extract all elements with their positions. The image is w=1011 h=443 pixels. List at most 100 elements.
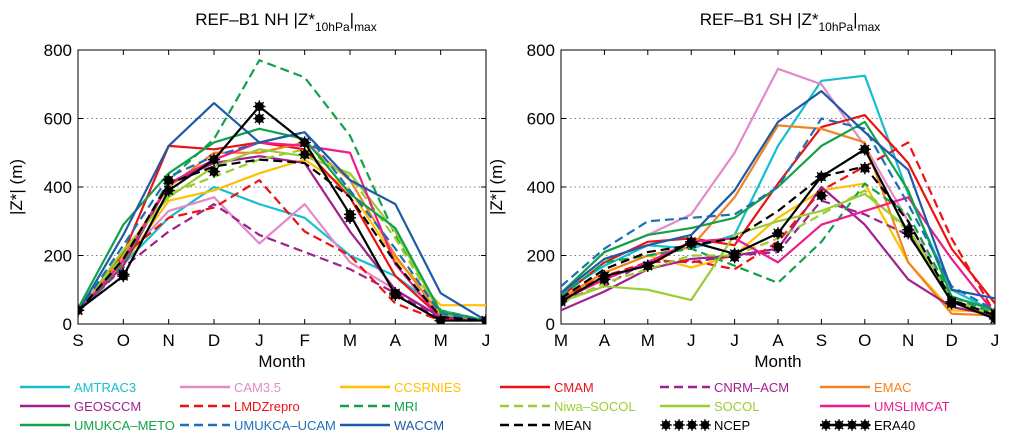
point-era40 xyxy=(207,153,221,166)
x-tick-label: O xyxy=(117,331,130,350)
series-group xyxy=(561,67,995,324)
series-umukca-meto xyxy=(78,127,486,322)
legend-marker xyxy=(820,419,832,431)
legend-label: AMTRAC3 xyxy=(74,380,136,395)
legend-entry-ncep: NCEP xyxy=(660,418,750,433)
point-era40 xyxy=(988,312,995,324)
point-era40 xyxy=(162,184,175,197)
series-mean xyxy=(561,165,995,317)
point-era40 xyxy=(945,295,958,308)
point-era40 xyxy=(434,314,447,324)
point-ncep xyxy=(815,189,828,202)
legend-marker xyxy=(846,419,858,431)
x-tick-label: F xyxy=(299,331,309,350)
point-era40 xyxy=(561,295,568,308)
x-tick-label: D xyxy=(945,331,957,350)
point-ncep xyxy=(771,240,785,254)
y-axis-label: |Z*| (m) xyxy=(487,159,506,215)
legend-label: EMAC xyxy=(874,380,912,395)
legend-label: ERA40 xyxy=(874,418,915,433)
point-era40 xyxy=(78,304,85,317)
legend-label: MRI xyxy=(394,399,418,414)
x-tick-label: A xyxy=(599,331,611,350)
x-tick-label: A xyxy=(772,331,784,350)
point-ncep xyxy=(162,174,175,187)
series-emac xyxy=(561,124,995,317)
legend-entry-ccsrnies: CCSRNIES xyxy=(340,380,462,395)
legend-label: CMAM xyxy=(554,380,594,395)
x-tick-label: A xyxy=(390,331,402,350)
point-era40 xyxy=(117,269,130,283)
x-tick-label: J xyxy=(482,331,491,350)
series-lmdzrepro xyxy=(78,179,486,322)
x-axis-label: Month xyxy=(258,352,305,371)
point-ncep xyxy=(253,112,266,125)
x-tick-label: O xyxy=(858,331,871,350)
y-tick-label: 0 xyxy=(63,315,72,334)
legend-label: UMUKCA–METO xyxy=(74,418,175,433)
legend-entry-emac: EMAC xyxy=(820,380,912,395)
series-cnrm-acm xyxy=(78,203,486,322)
point-era40 xyxy=(685,235,698,248)
legend-marker xyxy=(699,419,711,431)
x-tick-label: J xyxy=(687,331,696,350)
legend-marker xyxy=(660,419,672,431)
nh-panel: REF–B1 NH |Z*10hPa|max 0 200 400 600 800 S O N D J… xyxy=(7,10,491,371)
legend-marker xyxy=(833,419,845,431)
y-tick-label: 0 xyxy=(546,315,555,334)
y-tick-label: 800 xyxy=(527,41,555,60)
point-era40 xyxy=(641,259,654,272)
legend-label: CNRM–ACM xyxy=(714,380,789,395)
legend-label: CAM3.5 xyxy=(234,380,281,395)
point-era40 xyxy=(771,227,785,240)
point-era40 xyxy=(598,269,611,283)
point-era40 xyxy=(343,208,357,221)
series-group xyxy=(78,59,486,324)
y-tick-label: 200 xyxy=(527,247,555,266)
series-mri xyxy=(561,182,995,315)
legend-entry-socol: SOCOL xyxy=(660,399,760,414)
sh-panel: REF–B1 SH |Z*10hPa|max 0 200 400 600 800 M A M J J… xyxy=(487,10,1000,371)
legend-entry-era40: ERA40 xyxy=(820,418,915,433)
y-tick-label: 600 xyxy=(44,110,72,129)
point-ncep xyxy=(858,162,871,175)
x-tick-label: M xyxy=(434,331,448,350)
series-waccm xyxy=(561,89,995,300)
series-umslimcat xyxy=(561,196,995,315)
series-lmdzrepro xyxy=(561,141,995,315)
y-tick-label: 600 xyxy=(527,110,555,129)
x-axis-label: Month xyxy=(754,352,801,371)
point-ncep xyxy=(298,148,311,161)
y-tick-label: 400 xyxy=(44,178,72,197)
legend-entry-umukca-ucam: UMUKCA–UCAM xyxy=(180,418,336,433)
series-niwa-socol xyxy=(78,148,486,322)
x-tick-label: J xyxy=(991,331,1000,350)
legend-entry-mri: MRI xyxy=(340,399,418,414)
y-tick-label: 200 xyxy=(44,247,72,266)
y-axis-label: |Z*| (m) xyxy=(7,159,26,215)
x-tick-label: N xyxy=(163,331,175,350)
series-socol xyxy=(561,192,995,317)
legend-entry-cmam: CMAM xyxy=(500,380,594,395)
legend-entry-cnrm-acm: CNRM–ACM xyxy=(660,380,789,395)
legend-label: SOCOL xyxy=(714,399,760,414)
x-tick-label: M xyxy=(641,331,655,350)
y-tick-label: 400 xyxy=(527,178,555,197)
chart-title: REF–B1 NH |Z*10hPa|max xyxy=(195,10,376,34)
legend-label: CCSRNIES xyxy=(394,380,462,395)
legend-entry-waccm: WACCM xyxy=(340,418,444,433)
x-tick-label: M xyxy=(343,331,357,350)
legend-label: LMDZrepro xyxy=(234,399,300,414)
legend: AMTRAC3 CAM3.5 CCSRNIES CMAM CNRM–ACM EMAC GEO… xyxy=(20,380,950,433)
point-era40 xyxy=(389,288,402,301)
legend-label: WACCM xyxy=(394,418,444,433)
legend-marker xyxy=(673,419,685,431)
legend-entry-umukca-meto: UMUKCA–METO xyxy=(20,418,175,433)
legend-entry-amtrac3: AMTRAC3 xyxy=(20,380,136,395)
legend-entry-umslimcat: UMSLIMCAT xyxy=(820,399,950,414)
legend-marker xyxy=(859,419,871,431)
x-tick-label: M xyxy=(554,331,568,350)
x-tick-label: S xyxy=(816,331,827,350)
x-tick-label: N xyxy=(902,331,914,350)
